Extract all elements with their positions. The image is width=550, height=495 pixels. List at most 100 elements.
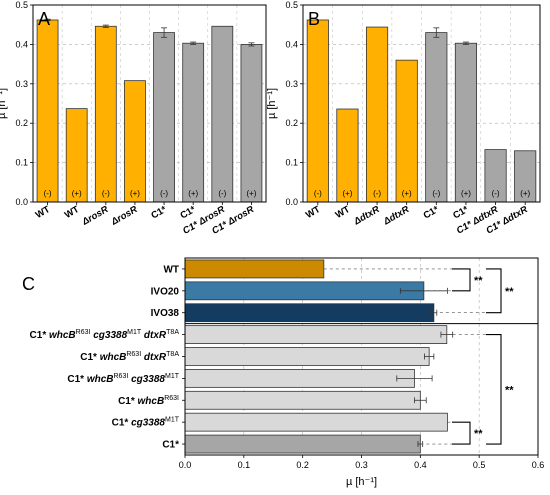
x-tick-label: 0.2 <box>296 460 309 470</box>
category-label-part: M1T <box>165 373 180 380</box>
category-label-part: cg3388 <box>131 418 165 429</box>
significance-label: ** <box>474 428 483 440</box>
category-label: C1* whcBR63I cg3388M1T dtxRT8A <box>30 329 180 341</box>
category-label-part: WT <box>163 264 179 275</box>
category-label-part: C1* <box>162 440 179 451</box>
panel-b: (-)WT(+)WT(-)ΔdtxR(+)ΔdtxR(-)C1*(+)C1*(-… <box>266 0 541 237</box>
bar <box>184 412 448 432</box>
x-tick-label: 0.5 <box>473 460 486 470</box>
category-label-part: T8A <box>166 351 179 358</box>
significance-bracket: ** <box>486 268 514 314</box>
category-label: WT <box>34 204 52 221</box>
bar <box>184 390 421 410</box>
panel-letter: A <box>38 9 50 29</box>
category-label: WT <box>163 264 179 275</box>
category-label-part: cg3388 <box>128 374 165 385</box>
category-label-part: whcB <box>87 374 114 385</box>
panel-letter: C <box>22 274 35 294</box>
condition-label: (-) <box>373 189 381 198</box>
category-label: C1* whcBR63I dtxRT8A <box>80 351 179 363</box>
significance-label: ** <box>505 384 514 396</box>
category-label-part: R63I <box>114 373 129 380</box>
error-bar <box>161 27 168 38</box>
bar <box>395 59 418 203</box>
category-label: C1* whcBR63I cg3388M1T <box>67 373 179 385</box>
category-label-part: IVO38 <box>151 308 180 319</box>
bar <box>153 32 175 203</box>
category-label: IVO38 <box>151 308 180 319</box>
category-label-part: C1* <box>112 418 131 429</box>
category-label: C1* whcBR63I <box>118 395 179 407</box>
error-bar <box>462 41 469 45</box>
category-label-part: dtxR <box>141 352 167 363</box>
y-tick-label: 0.2 <box>285 118 298 128</box>
category-label-part: R63I <box>76 329 91 336</box>
category-label: ΔdtxR <box>381 204 411 228</box>
y-axis-label: µ [h⁻¹] <box>266 88 278 119</box>
category-label: ΔdtxR <box>351 204 381 228</box>
bar <box>94 25 117 203</box>
error-bar <box>44 18 51 22</box>
condition-label: (+) <box>342 189 352 198</box>
y-tick-label: 0.4 <box>15 39 28 49</box>
panel-a: (-)WT(+)WT(-)ΔrosR(+)ΔrosR(-)C1*(+)C1*(-… <box>0 0 267 237</box>
error-bar <box>424 353 435 360</box>
bar <box>306 19 329 203</box>
significance-bracket: ** <box>452 268 483 292</box>
y-axis-label: µ [h⁻¹] <box>0 88 8 119</box>
condition-label: (+) <box>461 189 471 198</box>
condition-label: (-) <box>492 189 500 198</box>
category-label-part: R63I <box>164 395 179 402</box>
error-bar <box>396 375 433 382</box>
condition-label: (-) <box>44 189 52 198</box>
category-label-part: whcB <box>138 396 165 407</box>
bar <box>65 108 88 203</box>
bar <box>184 325 448 344</box>
category-label: WT <box>304 204 322 221</box>
x-tick-label: 0.1 <box>238 460 251 470</box>
condition-label: (+) <box>402 189 412 198</box>
bar <box>454 42 478 203</box>
error-bar <box>248 42 255 47</box>
y-tick-label: 0.5 <box>285 0 298 10</box>
bar <box>124 80 146 203</box>
category-label-part: dtxR <box>141 330 167 341</box>
significance-label: ** <box>474 275 483 287</box>
condition-label: (-) <box>432 189 440 198</box>
x-tick-label: 0.3 <box>355 460 368 470</box>
bar <box>365 26 389 203</box>
bar <box>184 281 425 301</box>
condition-label: (-) <box>102 189 110 198</box>
bar <box>182 42 205 203</box>
axes-frame <box>302 4 541 203</box>
category-label: WT <box>63 204 81 221</box>
y-tick-label: 0.2 <box>15 118 28 128</box>
category-label-part: C1* <box>118 396 137 407</box>
category-label: C1* <box>422 204 441 222</box>
x-tick-label: 0.6 <box>532 460 545 470</box>
x-axis-label: µ [h⁻¹] <box>346 476 377 488</box>
significance-label: ** <box>505 286 514 298</box>
y-tick-label: 0.1 <box>15 158 28 168</box>
x-tick-label: 0.4 <box>414 460 427 470</box>
significance-bracket: ** <box>452 421 483 445</box>
category-label-part: IVO20 <box>151 286 180 297</box>
category-label-part: C1* <box>80 352 99 363</box>
category-label-part: M1T <box>165 417 180 424</box>
category-label: C1* cg3388M1T <box>112 417 180 429</box>
error-bar <box>190 41 197 45</box>
error-bar <box>433 27 440 38</box>
category-label: ΔrosR <box>80 204 111 228</box>
condition-label: (+) <box>246 189 256 198</box>
y-tick-label: 0.3 <box>15 79 28 89</box>
condition-label: (-) <box>314 189 322 198</box>
condition-label: (-) <box>160 189 168 198</box>
category-label: IVO20 <box>151 286 180 297</box>
significance-bracket: ** <box>486 334 514 445</box>
bar <box>184 347 430 366</box>
y-tick-label: 0.5 <box>15 0 28 10</box>
y-tick-label: 0.3 <box>285 79 298 89</box>
category-label-part: M1T <box>127 329 142 336</box>
